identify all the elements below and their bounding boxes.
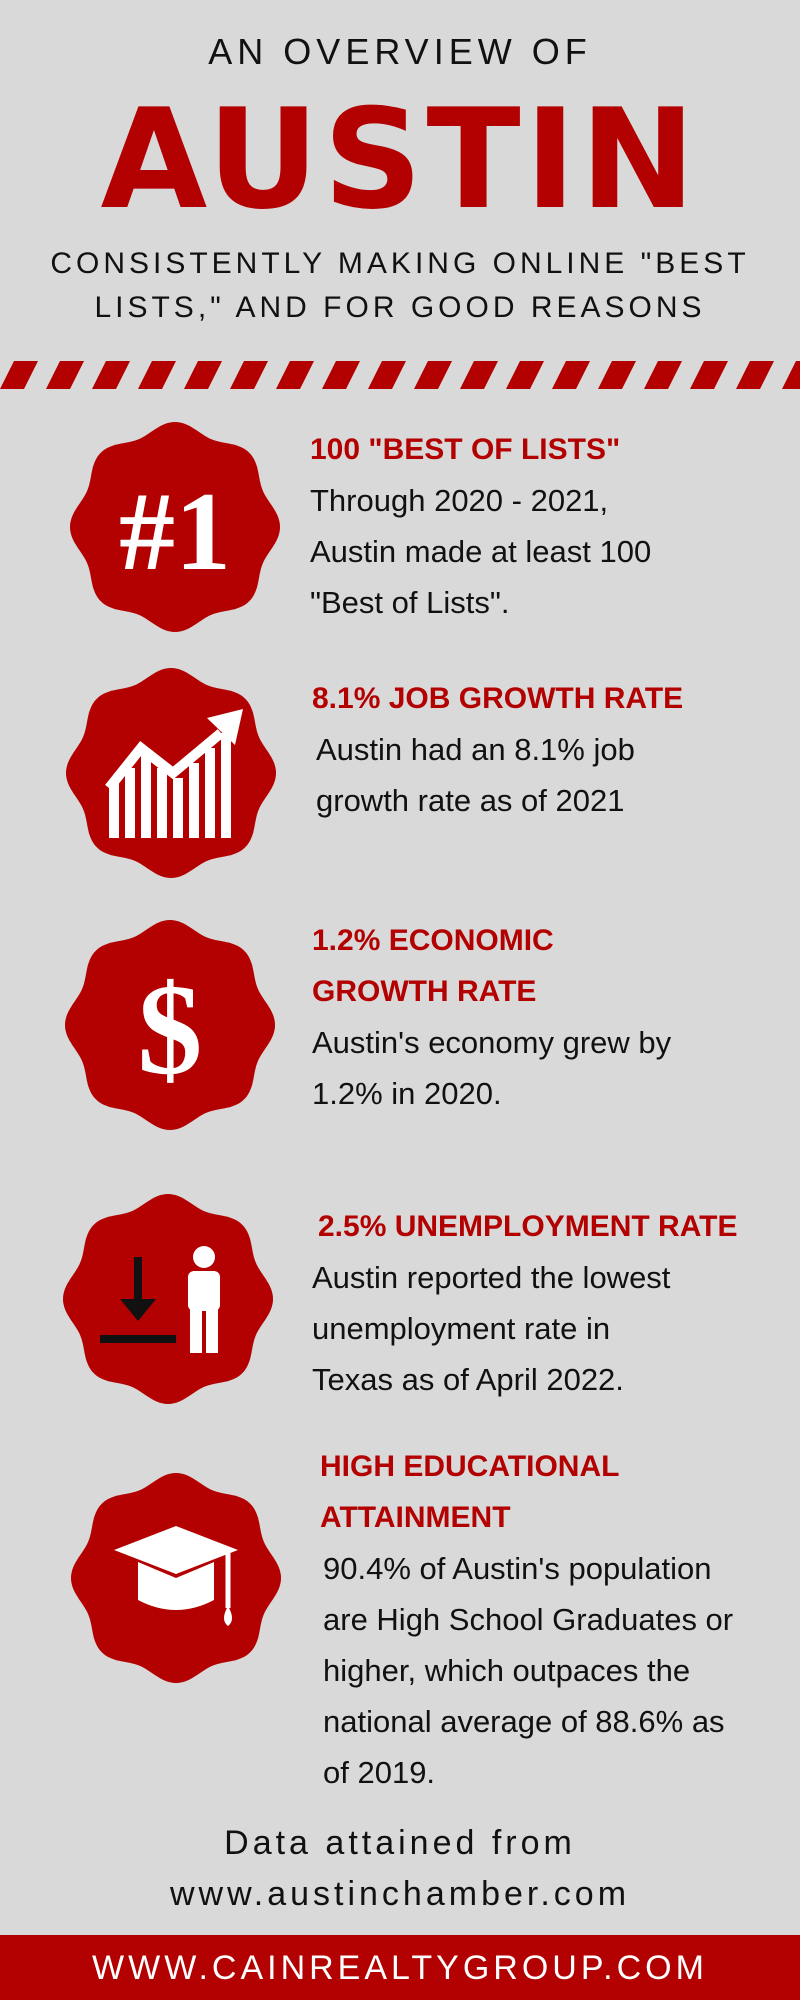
chart-icon <box>105 709 243 838</box>
item-body: Austin reported the lowest <box>312 1260 671 1295</box>
item-body: Through 2020 - 2021, <box>310 483 609 518</box>
item-body: higher, which outpaces the <box>323 1653 691 1688</box>
website: WWW.CAINREALTYGROUP.COM <box>92 1949 708 1987</box>
item-heading: HIGH EDUCATIONAL <box>320 1450 620 1483</box>
item-heading: ATTAINMENT <box>320 1501 511 1534</box>
item-body: are High School Graduates or <box>323 1602 734 1637</box>
item-heading: 2.5% UNEMPLOYMENT RATE <box>318 1210 738 1243</box>
item-body: unemployment rate in <box>312 1311 611 1346</box>
kicker: AN OVERVIEW OF <box>208 31 592 72</box>
item-body: 90.4% of Austin's population <box>323 1551 712 1586</box>
subtitle-line: LISTS," AND FOR GOOD REASONS <box>94 291 706 324</box>
item-body: Austin's economy grew by <box>312 1025 672 1060</box>
badge <box>70 422 280 632</box>
item: 1.2% ECONOMIC GROWTH RATE Austin's economy… <box>312 915 671 1119</box>
graduation-icon <box>114 1526 238 1626</box>
item: 100 "BEST OF LISTS" Through 2020 - 2021, A… <box>310 424 651 628</box>
item: 8.1% JOB GROWTH RATE Austin had an 8.1% j… <box>312 673 683 826</box>
unemployment-icon <box>100 1246 220 1353</box>
badge <box>63 1194 273 1404</box>
item: HIGH EDUCATIONAL ATTAINMENT 90.4% of Austi… <box>320 1441 733 1798</box>
badge-label: $ <box>137 958 203 1102</box>
source-line: Data attained from <box>224 1824 576 1862</box>
item-body: national average of 88.6% as <box>323 1704 725 1739</box>
item-body: Austin made at least 100 <box>310 534 652 569</box>
item-body: 1.2% in 2020. <box>312 1076 502 1111</box>
footer-bar <box>0 1935 800 2000</box>
item-body: "Best of Lists". <box>310 585 510 620</box>
item-heading: 8.1% JOB GROWTH RATE <box>312 682 684 715</box>
item-heading: GROWTH RATE <box>312 975 537 1008</box>
item-heading: 1.2% ECONOMIC <box>312 924 554 957</box>
item: 2.5% UNEMPLOYMENT RATE Austin reported th… <box>312 1201 738 1405</box>
item-body: Texas as of April 2022. <box>312 1362 624 1397</box>
badge-label: #1 <box>119 470 231 594</box>
stripe-band <box>0 361 800 389</box>
item-heading: 100 "BEST OF LISTS" <box>310 433 621 466</box>
item-body: Austin had an 8.1% job <box>316 732 635 767</box>
item-body: growth rate as of 2021 <box>316 783 625 818</box>
title: AUSTIN <box>100 79 700 240</box>
item-body: of 2019. <box>323 1755 436 1790</box>
badge <box>65 920 275 1130</box>
source-line: www.austinchamber.com <box>169 1875 631 1913</box>
subtitle-line: CONSISTENTLY MAKING ONLINE "BEST <box>50 247 750 280</box>
